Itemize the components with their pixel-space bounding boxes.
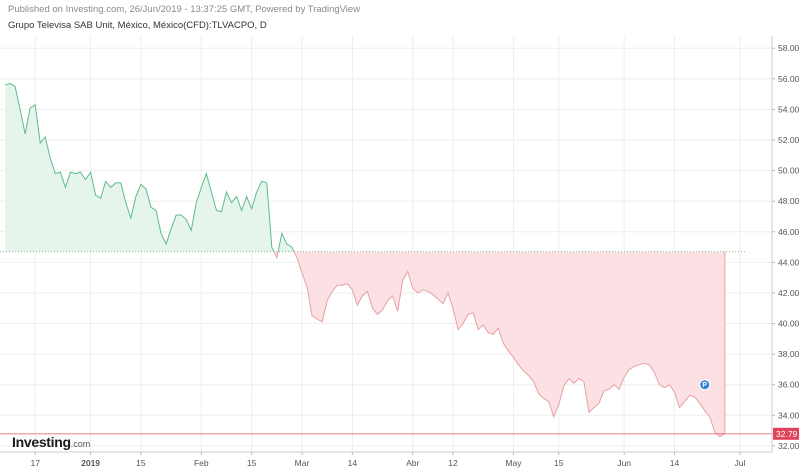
chart-title: Grupo Televisa SAB Unit, México, México(… — [8, 20, 267, 31]
y-tick-label: 42.00 — [778, 288, 800, 298]
x-tick-label: 17 — [30, 458, 40, 468]
x-tick-label: 15 — [136, 458, 146, 468]
grid — [0, 36, 772, 452]
x-tick-label: Abr — [406, 458, 419, 468]
x-tick-label: May — [505, 458, 522, 468]
y-tick-label: 38.00 — [778, 349, 800, 359]
x-tick-label: 15 — [247, 458, 257, 468]
x-axis: 17 2019 15 Feb 15 Mar 14 Abr 12 May 15 Jun 14 Jul — [30, 452, 746, 468]
y-axis: 32.00 34.00 36.00 38.00 40.00 42.00 44.00 46.00… — [772, 43, 800, 451]
price-line-up — [4, 82, 295, 252]
x-tick-label: 12 — [448, 458, 458, 468]
area-below-baseline — [273, 251, 725, 437]
x-tick-label: Feb — [194, 458, 209, 468]
last-price-label: 32.79 — [776, 429, 798, 439]
price-line — [4, 82, 726, 438]
y-tick-label: 36.00 — [778, 380, 800, 390]
y-tick-label: 46.00 — [778, 227, 800, 237]
event-marker-icon[interactable]: P — [699, 379, 711, 391]
area-above-baseline — [5, 83, 725, 252]
svg-text:P: P — [702, 382, 707, 389]
y-tick-label: 56.00 — [778, 74, 800, 84]
x-tick-label: 15 — [554, 458, 564, 468]
x-tick-label: Jun — [617, 458, 631, 468]
x-tick-label: 2019 — [81, 458, 100, 468]
investing-logo: Investing.com — [12, 434, 90, 450]
price-line-down — [273, 251, 726, 438]
y-tick-label: 50.00 — [778, 166, 800, 176]
y-tick-label: 32.00 — [778, 441, 800, 451]
y-tick-label: 40.00 — [778, 319, 800, 329]
x-tick-label: 14 — [670, 458, 680, 468]
last-price-badge-box — [773, 427, 799, 440]
x-tick-label: 14 — [348, 458, 358, 468]
x-tick-label: Mar — [295, 458, 310, 468]
x-tick-label: Jul — [735, 458, 746, 468]
area-fill — [5, 83, 725, 437]
logo-name: Investing — [12, 434, 71, 450]
last-price-badge: 32.79 — [773, 427, 799, 440]
published-info: Published on Investing.com, 26/Jun/2019 … — [8, 4, 361, 15]
y-tick-label: 44.00 — [778, 257, 800, 267]
y-tick-label: 52.00 — [778, 135, 800, 145]
y-tick-label: 48.00 — [778, 196, 800, 206]
logo-domain: .com — [70, 439, 91, 449]
y-tick-label: 54.00 — [778, 104, 800, 114]
y-tick-label: 58.00 — [778, 43, 800, 53]
y-tick-label: 34.00 — [778, 410, 800, 420]
